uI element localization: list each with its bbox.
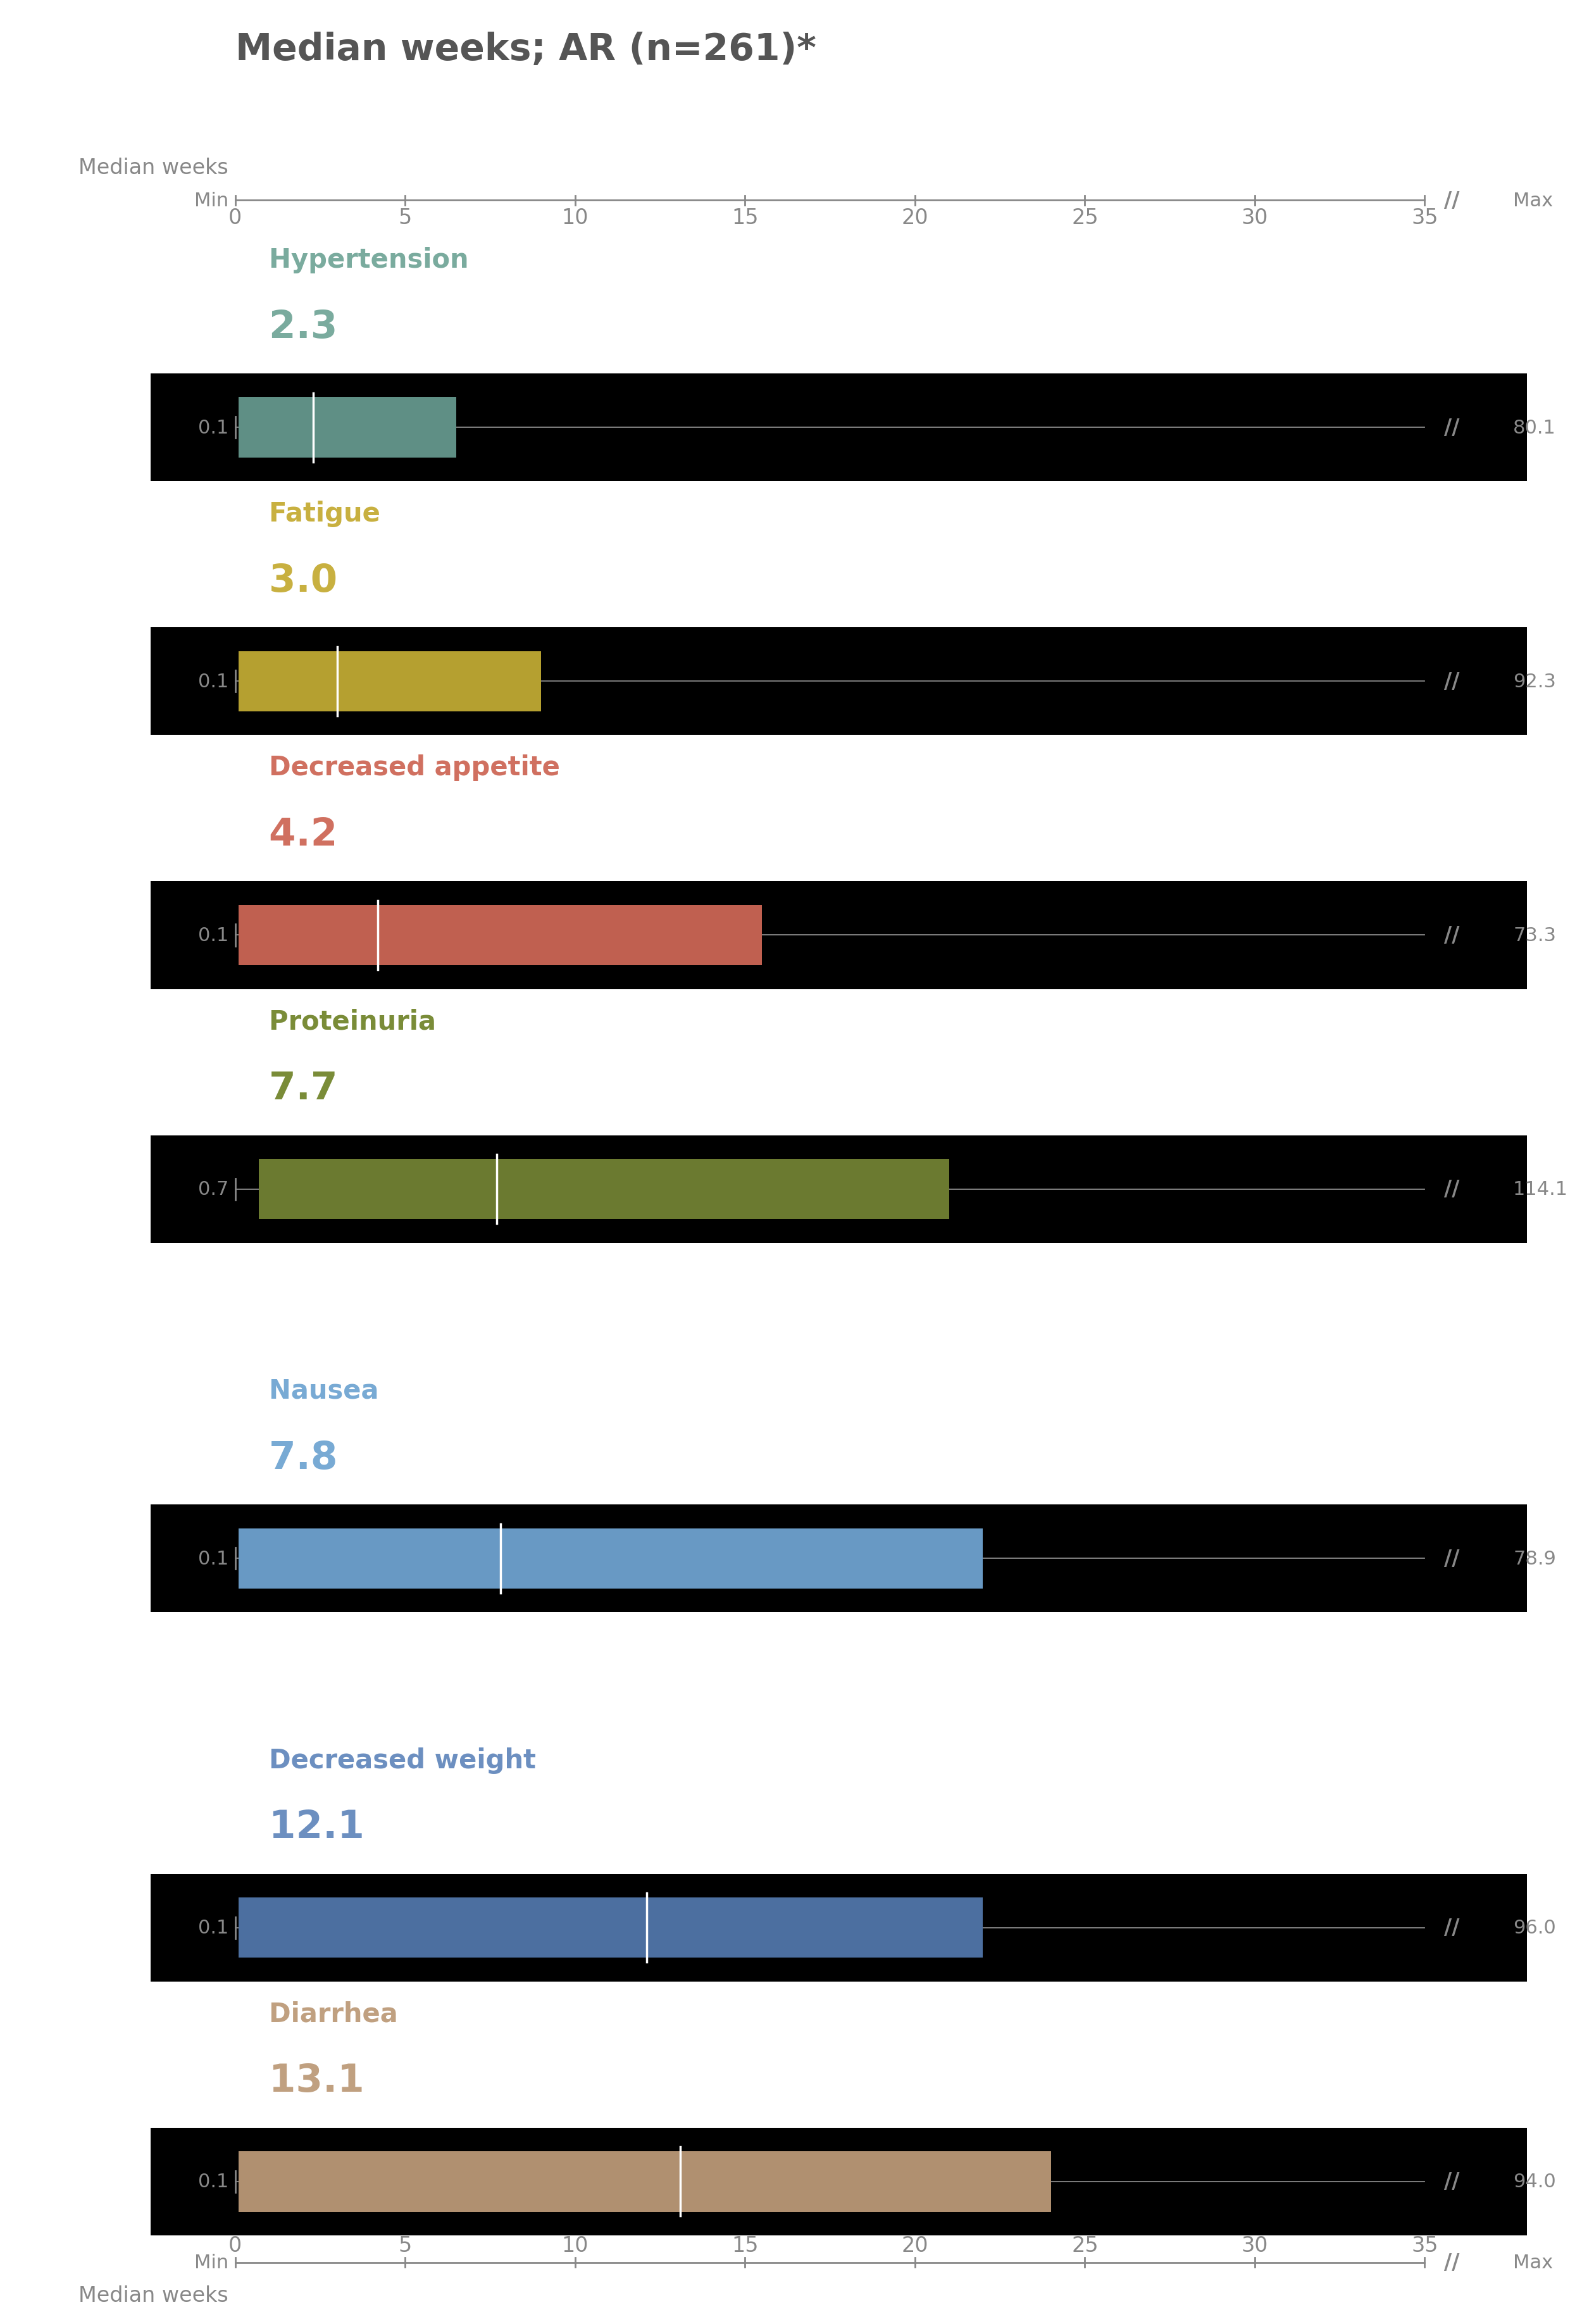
Text: //: // [1444,418,1460,439]
Bar [239,1529,982,1590]
Text: 35: 35 [1411,207,1438,228]
Text: Nausea: Nausea [269,1378,388,1404]
Text: (n=190): (n=190) [669,249,764,270]
Text: weeks to onset: weeks to onset [430,1076,615,1102]
Text: Min: Min [195,2254,228,2271]
Text: Decreased weight: Decreased weight [269,1748,546,1773]
Text: 10: 10 [562,207,589,228]
Text: (n=134): (n=134) [755,1750,850,1771]
Text: 12.1: 12.1 [269,1808,392,1845]
Text: Median weeks: Median weeks [79,2284,228,2305]
Text: 92.3: 92.3 [1512,672,1557,690]
Text: 4.2: 4.2 [269,816,365,853]
Text: Fatigue: Fatigue [269,500,389,528]
Text: weeks to onset: weeks to onset [430,1446,615,1471]
Text: 73.3: 73.3 [1512,927,1557,944]
Text: 94.0: 94.0 [1512,2173,1557,2192]
Text: 15: 15 [731,207,758,228]
Text: (n=122): (n=122) [543,1380,638,1401]
Text: 25: 25 [1071,207,1098,228]
Text: 35: 35 [1411,2236,1438,2257]
Text: //: // [1444,925,1460,946]
Text: Diarrhea: Diarrhea [269,2001,407,2027]
Text: (n=175): (n=175) [565,502,660,525]
Text: 5: 5 [399,2236,411,2257]
Text: Max: Max [1512,191,1554,209]
Text: weeks to onset: weeks to onset [430,316,615,339]
Text: //: // [1444,1917,1460,1938]
Text: 0: 0 [228,2236,242,2257]
Text: //: // [1444,672,1460,693]
Text: 0.7: 0.7 [198,1181,228,1199]
Text: 0.1: 0.1 [198,927,228,944]
Text: 5: 5 [399,207,411,228]
Bar [239,397,456,458]
Text: 30: 30 [1242,2236,1269,2257]
Text: 3.0: 3.0 [269,562,364,600]
Text: //: // [1444,1548,1460,1569]
Text: 20: 20 [902,207,929,228]
Bar [239,651,541,711]
Text: 15: 15 [731,2236,758,2257]
Text: //: // [1444,1178,1460,1199]
Text: 51.3%: 51.3% [628,1748,728,1773]
Text: 33.7%: 33.7% [522,1009,623,1034]
Text: 67.0%: 67.0% [438,500,538,528]
Text: 80.1: 80.1 [1512,418,1557,437]
Text: (n=142): (n=142) [796,758,891,779]
Text: 20: 20 [902,2236,929,2257]
Text: 114.1: 114.1 [1512,1181,1568,1199]
Text: //: // [1444,191,1460,211]
Text: 10: 10 [562,2236,589,2257]
Text: //: // [1444,2252,1460,2273]
Text: Median weeks: Median weeks [79,158,228,179]
Text: 25: 25 [1071,2236,1098,2257]
Text: //: // [1444,2171,1460,2192]
Bar [239,906,763,967]
Text: 96.0: 96.0 [1512,1920,1557,1936]
Text: 0: 0 [228,207,242,228]
Text: 0.1: 0.1 [198,672,228,690]
Text: Median weeks; AR (n=261)*: Median weeks; AR (n=261)* [236,33,816,67]
Text: 54.4%: 54.4% [669,755,770,781]
Text: Max: Max [1512,2254,1554,2271]
Text: 30: 30 [1242,207,1269,228]
Text: 72.8%: 72.8% [543,246,644,274]
Text: 0.1: 0.1 [198,418,228,437]
Text: 13.1: 13.1 [269,2061,391,2099]
Text: Min: Min [195,191,228,209]
Text: Decreased appetite: Decreased appetite [269,755,570,781]
Bar [259,1160,949,1220]
Text: 7.8: 7.8 [269,1439,365,1476]
Text: Hypertension: Hypertension [269,246,478,274]
Text: 67.4%: 67.4% [459,2001,560,2027]
Text: 78.9: 78.9 [1512,1550,1557,1569]
Text: weeks to onset: weeks to onset [465,1815,652,1838]
Text: (n=88): (n=88) [649,1011,729,1032]
Text: weeks to onset: weeks to onset [430,823,615,846]
Text: 7.7: 7.7 [269,1069,365,1106]
Text: 46.7%: 46.7% [416,1378,517,1404]
Text: weeks to onset: weeks to onset [465,2068,652,2094]
Text: 0.1: 0.1 [198,2173,228,2192]
Bar [239,1899,982,1957]
Bar [239,2152,1050,2212]
Text: (n=176): (n=176) [585,2003,680,2024]
Text: 2.3: 2.3 [269,309,365,346]
Text: 0.1: 0.1 [198,1550,228,1569]
Text: 0.1: 0.1 [198,1920,228,1936]
Text: weeks to onset: weeks to onset [430,569,615,593]
Text: Proteinuria: Proteinuria [269,1009,446,1034]
